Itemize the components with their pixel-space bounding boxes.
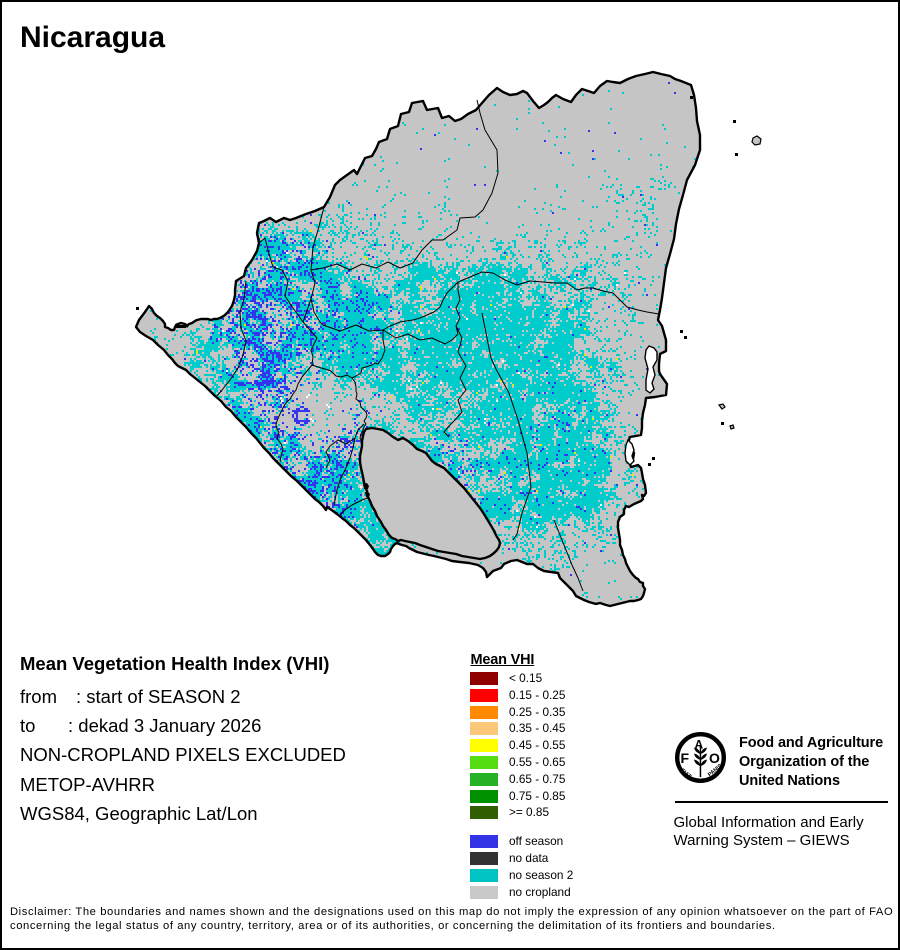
svg-text:A: A — [695, 738, 704, 752]
svg-text:F: F — [681, 750, 690, 766]
svg-text:O: O — [709, 750, 720, 766]
